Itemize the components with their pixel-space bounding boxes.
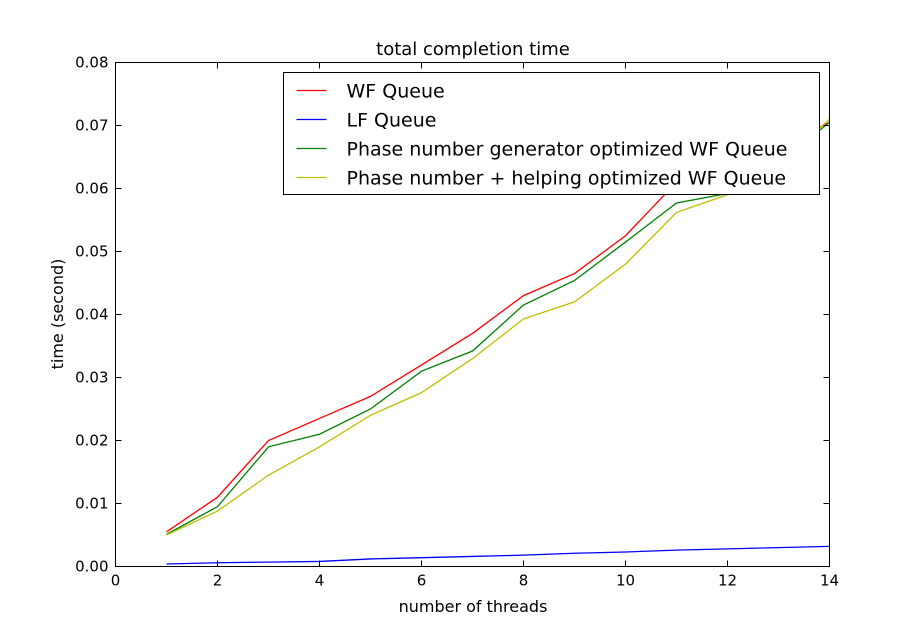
x-tick-label: 2	[213, 572, 223, 590]
legend-box	[283, 72, 820, 195]
legend-label: LF Queue	[347, 110, 437, 132]
series-line-4	[166, 118, 830, 536]
legend-label: Phase number + helping optimized WF Queu…	[347, 168, 787, 190]
chart-title: total completion time	[376, 39, 570, 60]
y-tick-label: 0.00	[75, 558, 108, 576]
y-tick-label: 0.05	[75, 243, 108, 261]
x-tick-label: 6	[417, 572, 427, 590]
x-tick-label: 0	[111, 572, 121, 590]
y-tick-label: 0.02	[75, 432, 108, 450]
series-line-2	[166, 545, 830, 565]
x-tick-label: 12	[718, 572, 737, 590]
y-tick-label: 0.01	[75, 495, 108, 513]
y-tick-label: 0.03	[75, 369, 108, 387]
x-tick-label: 4	[315, 572, 325, 590]
ticks-layer: 0 2 4 6 8 10 12 14 0.00 0.01 0.02 0.03 0.04 0.05 0.06 0…	[75, 54, 839, 590]
series-line-3	[166, 121, 830, 535]
x-axis-label: number of threads	[399, 597, 548, 616]
x-tick-label: 14	[820, 572, 839, 590]
x-tick-label: 10	[616, 572, 635, 590]
legend-label: Phase number generator optimized WF Queu…	[347, 139, 788, 161]
y-tick-label: 0.07	[75, 117, 108, 135]
y-tick-label: 0.06	[75, 180, 108, 198]
x-tick-label: 8	[519, 572, 529, 590]
y-axis-label: time (second)	[48, 259, 67, 370]
y-tick-label: 0.04	[75, 306, 108, 324]
legend-label: WF Queue	[347, 81, 445, 103]
legend: WF Queue LF Queue Phase number generator o…	[283, 72, 820, 195]
y-tick-label: 0.08	[75, 54, 108, 72]
